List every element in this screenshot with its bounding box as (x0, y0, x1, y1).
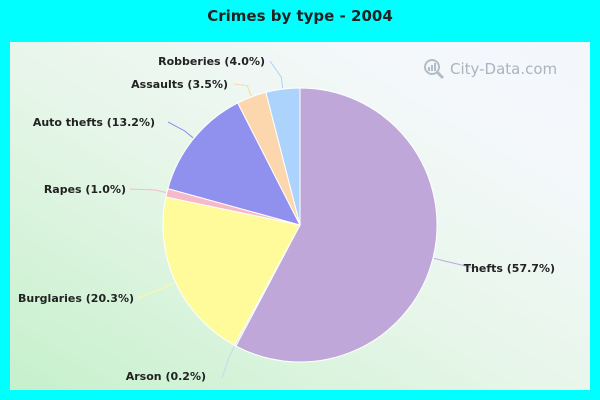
leader-line (269, 60, 284, 89)
leader-line (137, 282, 175, 299)
chart-title: Crimes by type - 2004 (207, 7, 393, 25)
slice-label: Burglaries (20.3%) (18, 292, 134, 305)
leader-line (221, 346, 236, 379)
watermark: City-Data.com (423, 58, 557, 80)
leader-line (167, 121, 194, 139)
slice-label: Rapes (1.0%) (44, 183, 126, 196)
leader-line (433, 257, 475, 269)
slice-label: Robberies (4.0%) (158, 55, 265, 68)
pie-slice (265, 87, 301, 226)
pie-slice (162, 196, 301, 346)
slice-label: Assaults (3.5%) (131, 78, 228, 91)
slice-label: Thefts (57.7%) (464, 262, 555, 275)
slice-label: Arson (0.2%) (126, 370, 206, 383)
leader-line (233, 83, 252, 97)
watermark-text: City-Data.com (450, 60, 558, 78)
leader-line (129, 188, 166, 194)
magnifier-chart-icon (424, 59, 445, 80)
slice-label: Auto thefts (13.2%) (33, 116, 155, 129)
pie-slice (167, 102, 301, 226)
pie-slice (235, 87, 438, 363)
